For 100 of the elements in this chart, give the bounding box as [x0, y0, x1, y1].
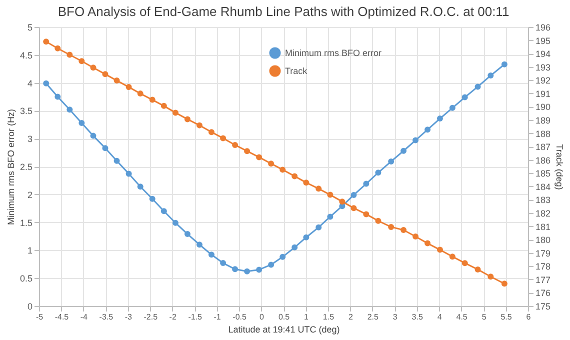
- point: [43, 38, 50, 45]
- point: [220, 135, 226, 142]
- y-tick-label: 2: [27, 190, 32, 200]
- point: [501, 61, 508, 68]
- y-tick-label: 2.5: [20, 162, 32, 172]
- point: [350, 192, 357, 198]
- point: [280, 254, 286, 260]
- point: [126, 170, 132, 177]
- point: [149, 196, 156, 202]
- point: [66, 106, 73, 113]
- point: [90, 64, 96, 71]
- y2-tick-label: 179: [536, 248, 551, 258]
- point: [388, 224, 394, 230]
- point: [501, 280, 508, 287]
- point: [126, 84, 132, 90]
- point: [412, 137, 419, 144]
- point: [474, 84, 481, 90]
- point: [244, 268, 250, 274]
- point: [102, 145, 108, 152]
- x-tick-label: -3.5: [99, 312, 114, 322]
- point: [220, 260, 226, 266]
- x-tick-label: 4: [437, 312, 442, 322]
- x-tick-label: -4.5: [54, 312, 70, 322]
- point: [292, 244, 298, 250]
- point: [462, 94, 468, 100]
- y2-tick-label: 190: [536, 102, 551, 112]
- point: [244, 148, 250, 154]
- point: [474, 266, 481, 272]
- point: [196, 122, 202, 128]
- y2-tick-label: 178: [536, 262, 551, 272]
- point: [375, 218, 382, 224]
- x-tick-label: 5: [482, 312, 487, 322]
- x-tick-label: 3.5: [412, 312, 424, 322]
- point: [66, 52, 73, 58]
- y2-tick-label: 185: [536, 168, 551, 179]
- y-tick-label: 4.5: [20, 50, 32, 60]
- point: [268, 160, 274, 167]
- y2-tick-label: 177: [536, 274, 551, 285]
- y2-tick-label: 191: [536, 88, 551, 99]
- x-tick-label: -3: [124, 312, 133, 322]
- point: [327, 214, 334, 220]
- y2-tick-label: 186: [536, 155, 551, 166]
- x-tick-label: -1.5: [188, 312, 203, 322]
- y2-tick-label: 184: [536, 182, 551, 192]
- point: [424, 240, 431, 246]
- point: [184, 116, 190, 122]
- y-tick-label: 1: [27, 246, 32, 256]
- point: [316, 186, 322, 192]
- x-tick-label: -2.5: [144, 312, 158, 322]
- legend-label: Track: [285, 66, 308, 76]
- point: [327, 192, 334, 198]
- point: [102, 71, 108, 78]
- point: [256, 154, 262, 160]
- y2-tick-label: 182: [536, 208, 551, 218]
- y2-axis-title: Track (deg): [554, 144, 565, 190]
- point: [400, 227, 407, 233]
- point: [400, 148, 407, 154]
- point: [172, 220, 178, 226]
- point: [375, 170, 382, 176]
- y2-tick-label: 195: [536, 36, 551, 46]
- point: [208, 252, 214, 258]
- y2-tick-label: 192: [536, 76, 551, 86]
- y2-tick-label: 196: [536, 22, 551, 32]
- x-axis-title: Latitude at 19:41 UTC (deg): [228, 324, 340, 334]
- point: [488, 72, 494, 79]
- y-tick-label: 1.5: [20, 218, 32, 228]
- point: [232, 142, 238, 148]
- x-tick-label: 6: [526, 312, 532, 322]
- point: [78, 120, 85, 126]
- chart-title: BFO Analysis of End-Game Rhumb Line Paths with Optimized R.O.C. at 00:11: [58, 4, 510, 19]
- point: [488, 274, 494, 280]
- point: [160, 102, 167, 109]
- point: [256, 266, 262, 273]
- y-tick-label: 5: [27, 22, 32, 32]
- x-tick-label: 2: [348, 312, 354, 322]
- point: [149, 96, 156, 103]
- x-tick-label: 2.5: [367, 312, 380, 322]
- y-tick-label: 3.5: [20, 106, 32, 116]
- point: [388, 158, 394, 164]
- point: [303, 234, 310, 240]
- y2-tick-label: 187: [536, 142, 551, 152]
- point: [54, 94, 61, 100]
- y-tick-label: 3: [27, 134, 32, 144]
- point: [339, 198, 346, 205]
- x-tick-label: 1: [304, 312, 309, 322]
- y2-tick-label: 180: [536, 235, 551, 246]
- x-tick-label: -2: [169, 312, 177, 322]
- point: [114, 78, 120, 84]
- point: [280, 166, 286, 173]
- x-tick-label: 3: [392, 312, 398, 322]
- point: [137, 90, 144, 97]
- point: [196, 242, 202, 248]
- point: [184, 231, 190, 238]
- x-tick-label: 1.5: [322, 312, 335, 322]
- y-axis-title: Minimum rms BFO error (Hz): [6, 109, 16, 225]
- point: [232, 266, 238, 272]
- point: [172, 110, 178, 116]
- point: [303, 180, 310, 186]
- y-tick-label: 0: [27, 302, 32, 312]
- point: [462, 260, 468, 266]
